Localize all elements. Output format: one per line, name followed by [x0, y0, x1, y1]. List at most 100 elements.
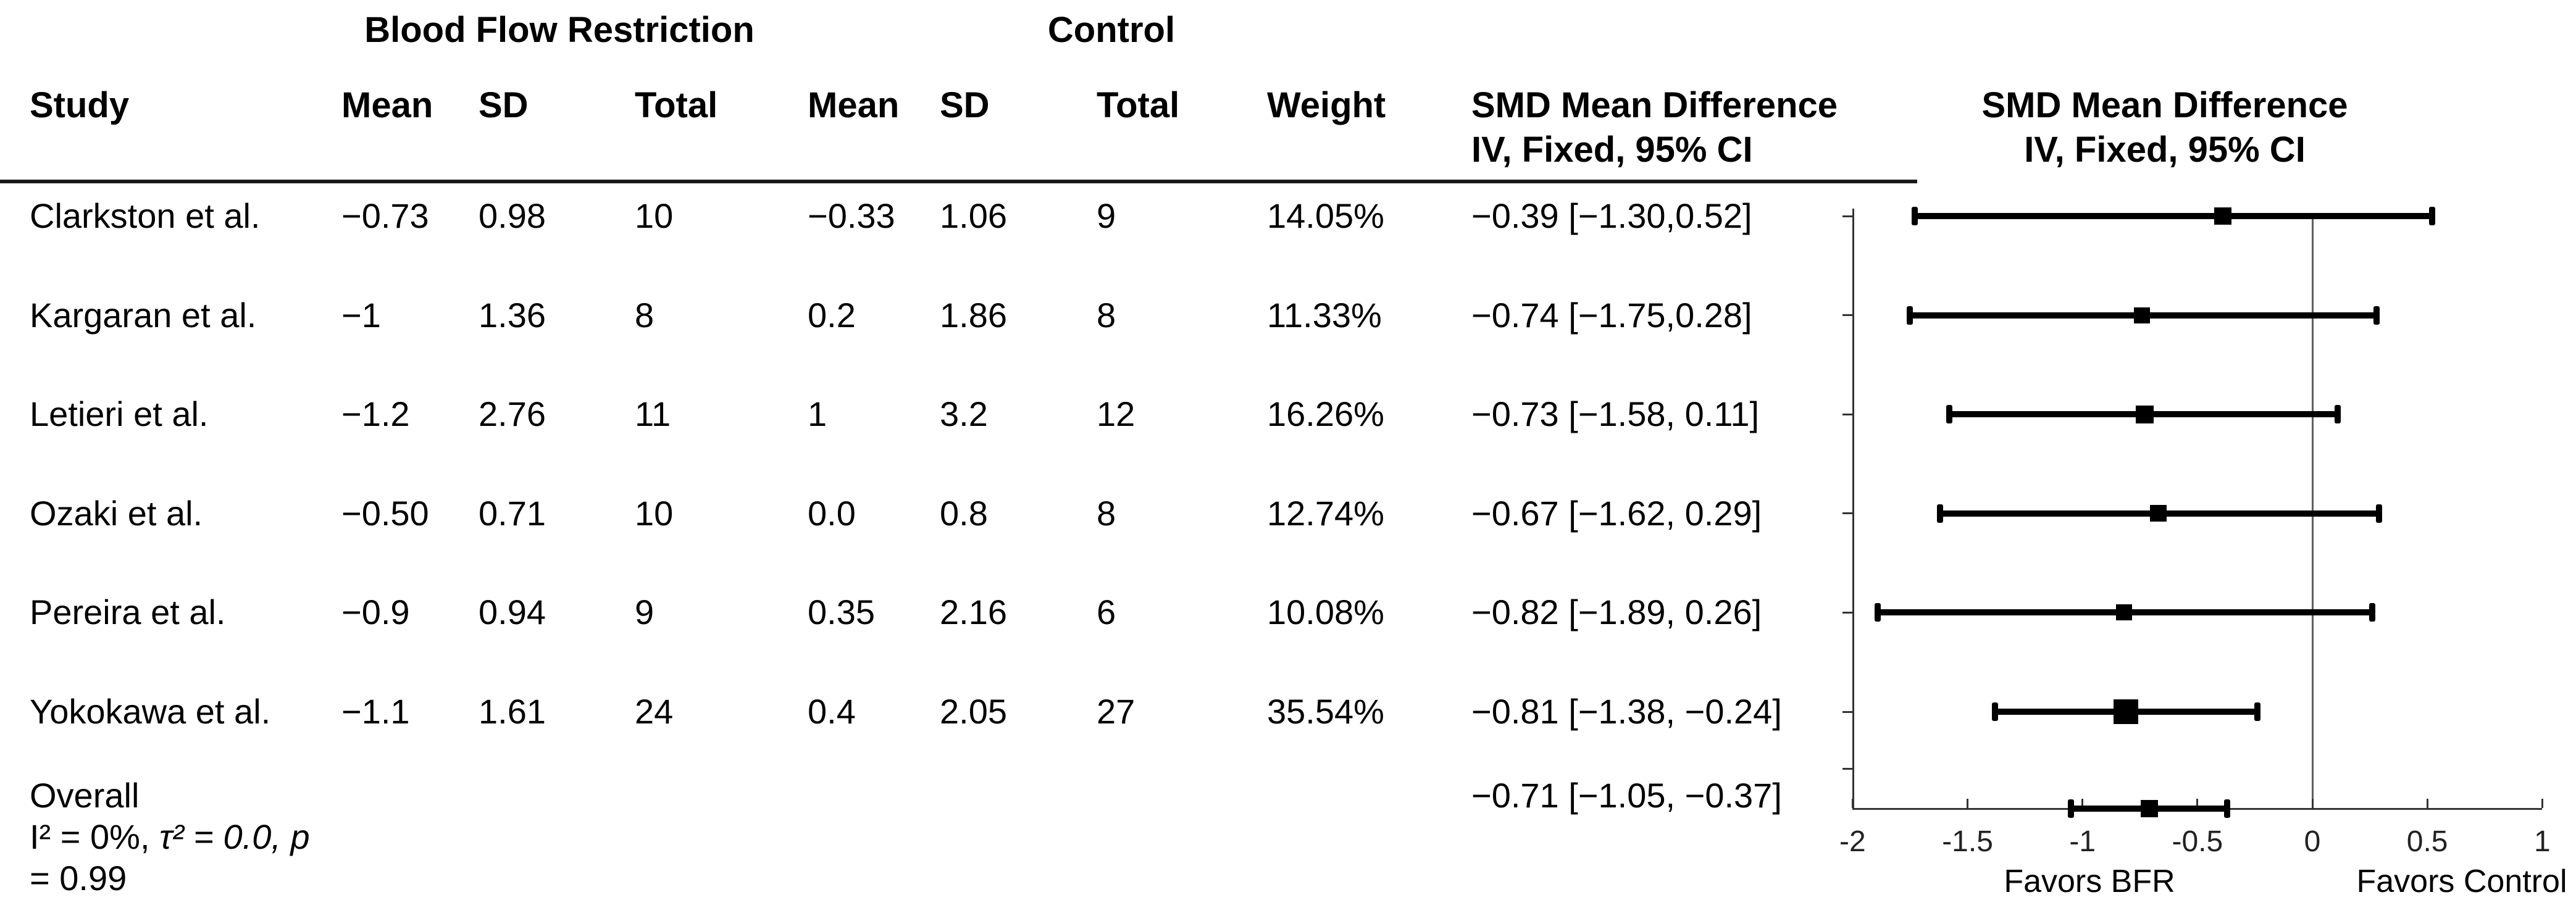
column-header-ctl-sd: SD — [940, 85, 990, 125]
table-row-1-ctl_sd: 1.86 — [940, 295, 1007, 335]
favors-left-label: Favors BFR — [2004, 864, 2175, 899]
x-axis-tick — [1967, 799, 1969, 808]
table-row-2-ctl_total: 12 — [1097, 394, 1135, 434]
study-0-ci-cap-low — [1911, 207, 1918, 225]
overall-ci-cap-low — [2068, 799, 2075, 818]
row-tick — [1842, 215, 1852, 217]
x-axis-tick-label: 0 — [2304, 825, 2321, 858]
x-axis-tick-label: 1 — [2533, 825, 2551, 858]
group-header-bfr: Blood Flow Restriction — [364, 10, 755, 50]
table-row-4-bfr_sd: 0.94 — [479, 593, 546, 632]
x-axis-tick — [1851, 799, 1854, 808]
table-row-4-ctl_mean: 0.35 — [808, 593, 875, 632]
table-row-4-bfr_mean: −0.9 — [341, 593, 410, 632]
column-header-smd-line2: IV, Fixed, 95% CI — [1471, 130, 1753, 170]
column-header-weight: Weight — [1267, 85, 1386, 125]
favors-right-label: Favors Control — [2356, 864, 2567, 899]
column-header-smd-line1: SMD Mean Difference — [1471, 85, 1838, 125]
study-5-ci-cap-low — [1992, 702, 1999, 721]
table-row-2-weight: 16.26% — [1267, 394, 1384, 434]
table-row-2-ctl_sd: 3.2 — [940, 394, 988, 434]
x-axis-tick — [2196, 799, 2199, 808]
table-row-1-bfr_mean: −1 — [341, 295, 381, 335]
table-row-5-study: Yokokawa et al. — [30, 692, 271, 731]
column-header-bfr-mean: Mean — [341, 85, 433, 125]
column-header-bfr-total: Total — [635, 85, 718, 125]
group-header-control: Control — [1047, 10, 1176, 50]
study-1-mean-marker — [2134, 307, 2151, 323]
table-row-0-bfr_mean: −0.73 — [341, 196, 429, 235]
table-row-2-ctl_mean: 1 — [808, 394, 827, 434]
column-header-ctl-total: Total — [1097, 85, 1180, 125]
overall-ci-cap-high — [2224, 799, 2231, 818]
study-0-ci-line — [1914, 213, 2432, 219]
study-5-ci-cap-high — [2254, 702, 2260, 721]
table-row-3-ctl_total: 8 — [1097, 493, 1116, 533]
x-axis-tick-label: 0.5 — [2406, 825, 2448, 858]
row-tick-overall — [1842, 768, 1852, 770]
row-tick — [1842, 413, 1852, 415]
table-row-3-bfr_total: 10 — [635, 493, 674, 533]
table-row-4-weight: 10.08% — [1267, 593, 1384, 632]
study-5-mean-marker — [2114, 699, 2139, 724]
table-row-1-ctl_total: 8 — [1097, 295, 1116, 335]
study-0-ci-cap-high — [2428, 207, 2435, 225]
study-4-mean-marker — [2115, 604, 2132, 621]
table-row-1-ctl_mean: 0.2 — [808, 295, 856, 335]
table-row-1-study: Kargaran et al. — [30, 295, 257, 335]
table-row-1-bfr_total: 8 — [635, 295, 654, 335]
heterogeneity-stats: I² = 0%, τ² = 0.0, p — [30, 817, 310, 857]
table-row-3-bfr_sd: 0.71 — [479, 493, 546, 533]
row-tick — [1842, 512, 1852, 515]
table-row-2-bfr_total: 11 — [635, 394, 671, 434]
x-axis-tick — [2541, 799, 2543, 808]
x-axis-tick — [2081, 799, 2084, 808]
overall-mean-marker — [2140, 800, 2158, 817]
column-header-ctl-mean: Mean — [808, 85, 900, 125]
plot-left-frame-line — [1852, 209, 1854, 809]
overall-label: Overall — [30, 776, 140, 815]
study-3-mean-marker — [2150, 505, 2167, 522]
study-4-ci-cap-high — [2369, 603, 2375, 622]
table-row-5-weight: 35.54% — [1267, 692, 1384, 731]
table-row-4-bfr_total: 9 — [635, 593, 654, 632]
table-row-2-bfr_mean: −1.2 — [341, 394, 410, 434]
table-row-0-study: Clarkston et al. — [30, 196, 261, 235]
table-row-5-bfr_sd: 1.61 — [479, 692, 546, 731]
header-divider-line — [0, 180, 1917, 183]
table-row-3-smd: −0.67 [−1.62, 0.29] — [1471, 493, 1762, 533]
table-row-0-bfr_total: 10 — [635, 196, 674, 235]
heterogeneity-p-value: = 0.99 — [30, 859, 127, 898]
x-axis-tick — [2311, 799, 2314, 808]
table-row-1-weight: 11.33% — [1267, 295, 1382, 335]
study-2-ci-cap-high — [2334, 405, 2341, 424]
table-row-2-bfr_sd: 2.76 — [479, 394, 546, 434]
table-row-5-ctl_mean: 0.4 — [808, 692, 856, 731]
column-header-study: Study — [30, 85, 130, 125]
table-row-5-bfr_total: 24 — [635, 692, 674, 731]
heterogeneity-tau2-p: τ² = 0.0, p — [159, 817, 310, 856]
study-3-ci-cap-low — [1936, 504, 1943, 523]
table-row-3-weight: 12.74% — [1267, 493, 1384, 533]
table-row-3-ctl_mean: 0.0 — [808, 493, 856, 533]
table-row-4-ctl_total: 6 — [1097, 593, 1116, 632]
row-tick — [1842, 710, 1852, 713]
table-row-3-ctl_sd: 0.8 — [940, 493, 988, 533]
study-1-ci-cap-high — [2373, 306, 2380, 325]
table-row-3-bfr_mean: −0.50 — [341, 493, 429, 533]
row-tick — [1842, 611, 1852, 614]
x-axis-tick-label: -1 — [2069, 825, 2096, 858]
table-row-3-study: Ozaki et al. — [30, 493, 203, 533]
table-row-0-weight: 14.05% — [1267, 196, 1384, 235]
x-axis-tick-label: -1.5 — [1942, 825, 1993, 858]
study-3-ci-cap-high — [2375, 504, 2382, 523]
plot-title-line2: IV, Fixed, 95% CI — [2024, 130, 2306, 170]
plot-title-line1: SMD Mean Difference — [1981, 85, 2348, 125]
table-row-4-ctl_sd: 2.16 — [940, 593, 1007, 632]
table-row-4-smd: −0.82 [−1.89, 0.26] — [1471, 593, 1762, 632]
table-row-1-bfr_sd: 1.36 — [479, 295, 546, 335]
table-row-0-smd: −0.39 [−1.30,0.52] — [1471, 196, 1752, 235]
x-axis-tick — [2426, 799, 2428, 808]
heterogeneity-i2: I² = 0%, — [30, 817, 160, 856]
